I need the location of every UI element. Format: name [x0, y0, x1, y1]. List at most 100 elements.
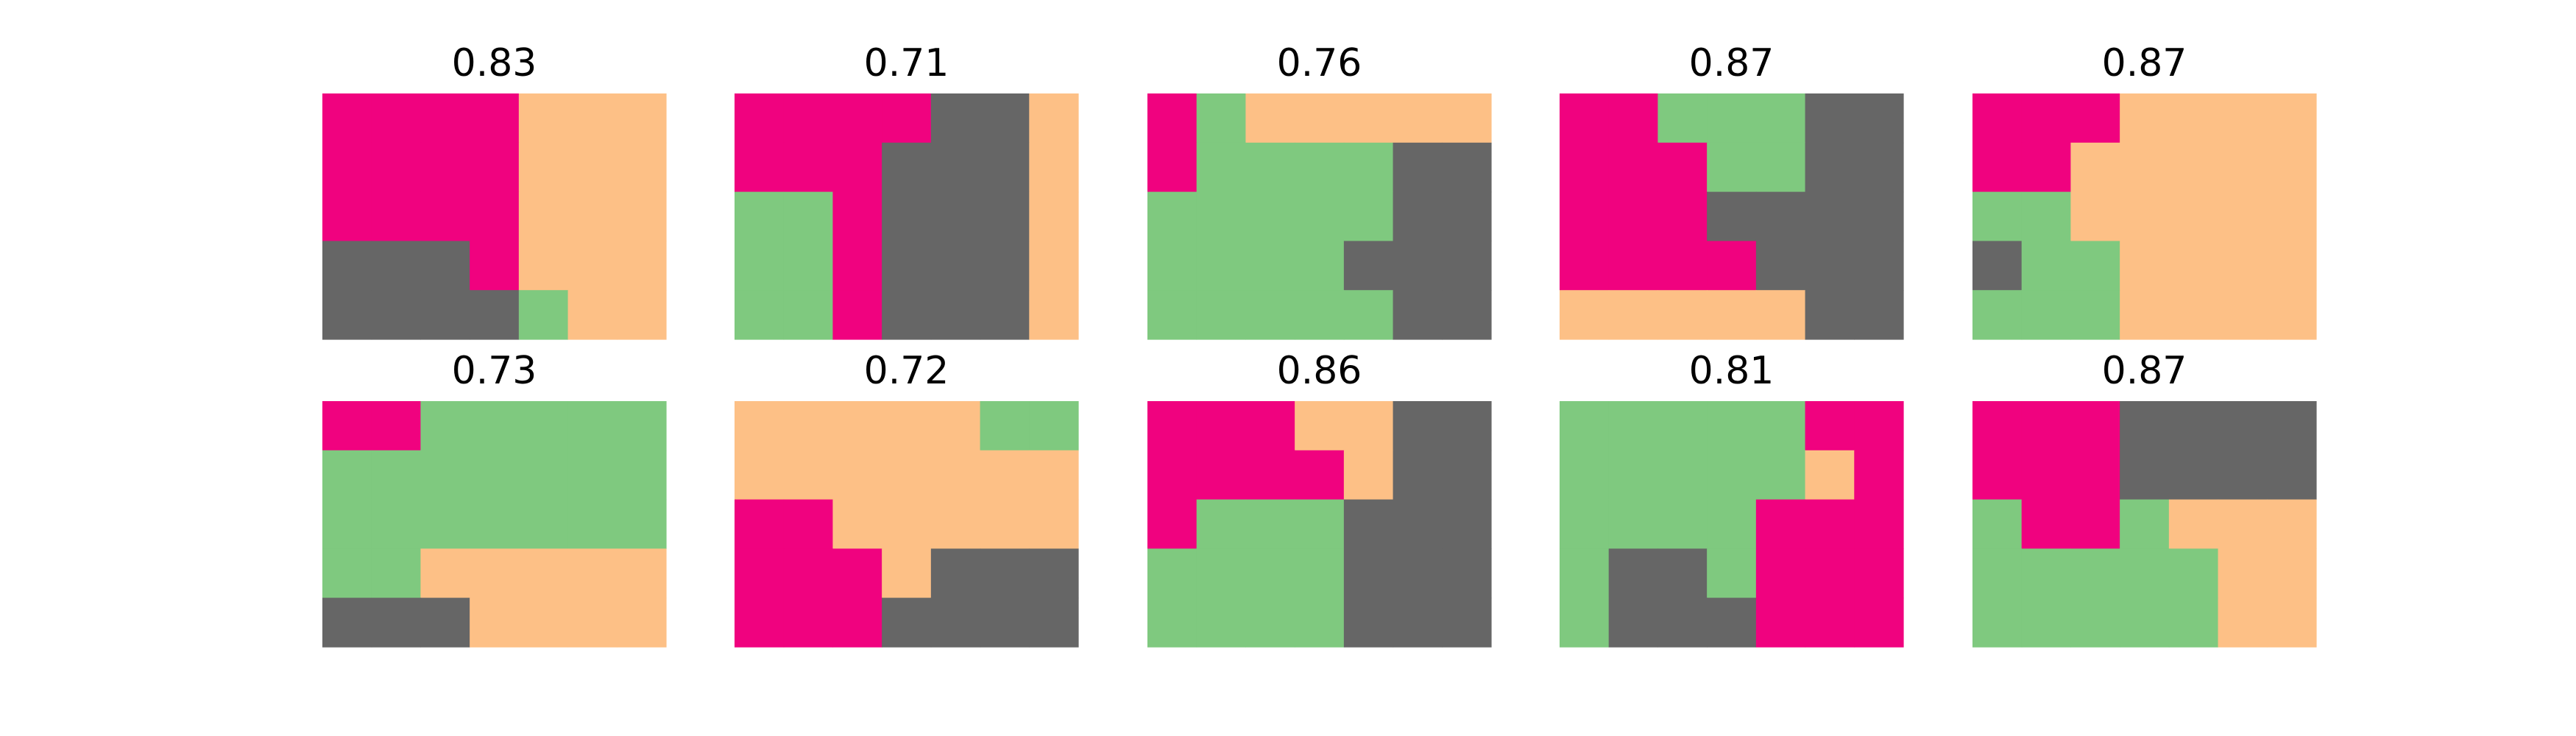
panel-8: 0.86	[1147, 349, 1492, 648]
heatmap-cell	[2168, 142, 2219, 193]
heatmap-cell	[832, 93, 882, 144]
heatmap-cell	[1560, 401, 1610, 451]
heatmap-cell	[882, 290, 932, 340]
heatmap-cell	[2218, 93, 2268, 144]
heatmap-cell	[2120, 598, 2170, 648]
heatmap-cell	[1972, 191, 2023, 241]
heatmap-cell	[735, 401, 785, 451]
heatmap-cell	[1854, 241, 1904, 291]
heatmap-cell	[322, 241, 372, 291]
heatmap-cell	[1343, 598, 1394, 648]
heatmap-cell	[1147, 191, 1197, 241]
heatmap-cell	[2168, 290, 2219, 340]
heatmap-cell	[371, 499, 422, 549]
heatmap-cell	[735, 450, 785, 500]
heatmap-cell	[1972, 93, 2023, 144]
heatmap-cell	[882, 548, 932, 598]
heatmap-cell	[1608, 401, 1659, 451]
heatmap-cell	[735, 598, 785, 648]
heatmap-cell	[2267, 499, 2317, 549]
panel-7: 0.72	[735, 349, 1079, 648]
heatmap-cell	[1560, 142, 1610, 193]
heatmap-cell	[2021, 191, 2072, 241]
heatmap-cell	[322, 598, 372, 648]
heatmap-cell	[2021, 598, 2072, 648]
panel-9: 0.81	[1560, 349, 1904, 648]
heatmap-cell	[1442, 548, 1492, 598]
heatmap-cell	[1029, 499, 1079, 549]
heatmap-cell	[567, 241, 618, 291]
heatmap-cell	[1196, 548, 1247, 598]
heatmap-cell	[1393, 450, 1443, 500]
heatmap-cell	[2168, 191, 2219, 241]
heatmap-cell	[1029, 142, 1079, 193]
heatmap-cell	[2267, 191, 2317, 241]
heatmap-cell	[1657, 598, 1708, 648]
heatmap-cell	[980, 241, 1030, 291]
heatmap-cell	[617, 142, 667, 193]
heatmap-cell	[1755, 290, 1806, 340]
heatmap-cell	[420, 191, 470, 241]
heatmap-cell	[1029, 93, 1079, 144]
heatmap-cell	[930, 142, 981, 193]
heatmap-cell	[1393, 401, 1443, 451]
heatmap-cell	[1755, 401, 1806, 451]
heatmap-cell	[2120, 401, 2170, 451]
heatmap-cell	[1707, 142, 1757, 193]
heatmap-cell	[1442, 450, 1492, 500]
heatmap-cell	[1972, 401, 2023, 451]
heatmap-cell	[1196, 93, 1247, 144]
heatmap-cell	[832, 499, 882, 549]
heatmap-cell	[1707, 241, 1757, 291]
heatmap-cell	[2267, 548, 2317, 598]
heatmap-cell	[567, 191, 618, 241]
heatmap-cell	[882, 191, 932, 241]
heatmap-cell	[2267, 241, 2317, 291]
heatmap-cell	[371, 191, 422, 241]
panel-title: 0.83	[452, 41, 537, 85]
heatmap-cell	[567, 450, 618, 500]
heatmap-cell	[832, 548, 882, 598]
heatmap-cell	[2070, 191, 2120, 241]
heatmap-cell	[322, 290, 372, 340]
heatmap-cell	[1295, 241, 1345, 291]
heatmap-cell	[1029, 241, 1079, 291]
heatmap-cell	[2021, 499, 2072, 549]
heatmap-cell	[1805, 290, 1855, 340]
heatmap-cell	[930, 598, 981, 648]
heatmap-cell	[567, 142, 618, 193]
heatmap-cell	[1147, 93, 1197, 144]
heatmap-cell	[322, 93, 372, 144]
heatmap-cell	[2070, 548, 2120, 598]
heatmap-cell	[1657, 142, 1708, 193]
heatmap-cell	[1854, 450, 1904, 500]
heatmap-cell	[1295, 401, 1345, 451]
heatmap-cell	[371, 450, 422, 500]
panel-title: 0.87	[2102, 41, 2187, 85]
heatmap-cell	[1972, 499, 2023, 549]
heatmap-cell	[1972, 142, 2023, 193]
heatmap-cell	[2021, 401, 2072, 451]
heatmap-cell	[1560, 241, 1610, 291]
heatmap-cell	[1295, 499, 1345, 549]
heatmap-cell	[371, 142, 422, 193]
panel-5: 0.87	[1972, 41, 2317, 340]
heatmap-cell	[1608, 290, 1659, 340]
heatmap-cell	[1608, 450, 1659, 500]
heatmap-cell	[1755, 93, 1806, 144]
heatmap-cell	[735, 142, 785, 193]
heatmap-cell	[832, 290, 882, 340]
heatmap-cell	[783, 241, 834, 291]
heatmap-cell	[2218, 191, 2268, 241]
heatmap-cell	[1196, 598, 1247, 648]
heatmap-cell	[420, 499, 470, 549]
heatmap-cell	[1295, 93, 1345, 144]
heatmap-cell	[2070, 450, 2120, 500]
heatmap-cell	[735, 290, 785, 340]
panel-title: 0.86	[1277, 349, 1362, 393]
heatmap-cell	[735, 241, 785, 291]
heatmap-cell	[371, 290, 422, 340]
heatmap-cell	[2218, 401, 2268, 451]
heatmap-cell	[1657, 450, 1708, 500]
heatmap-cell	[2120, 142, 2170, 193]
